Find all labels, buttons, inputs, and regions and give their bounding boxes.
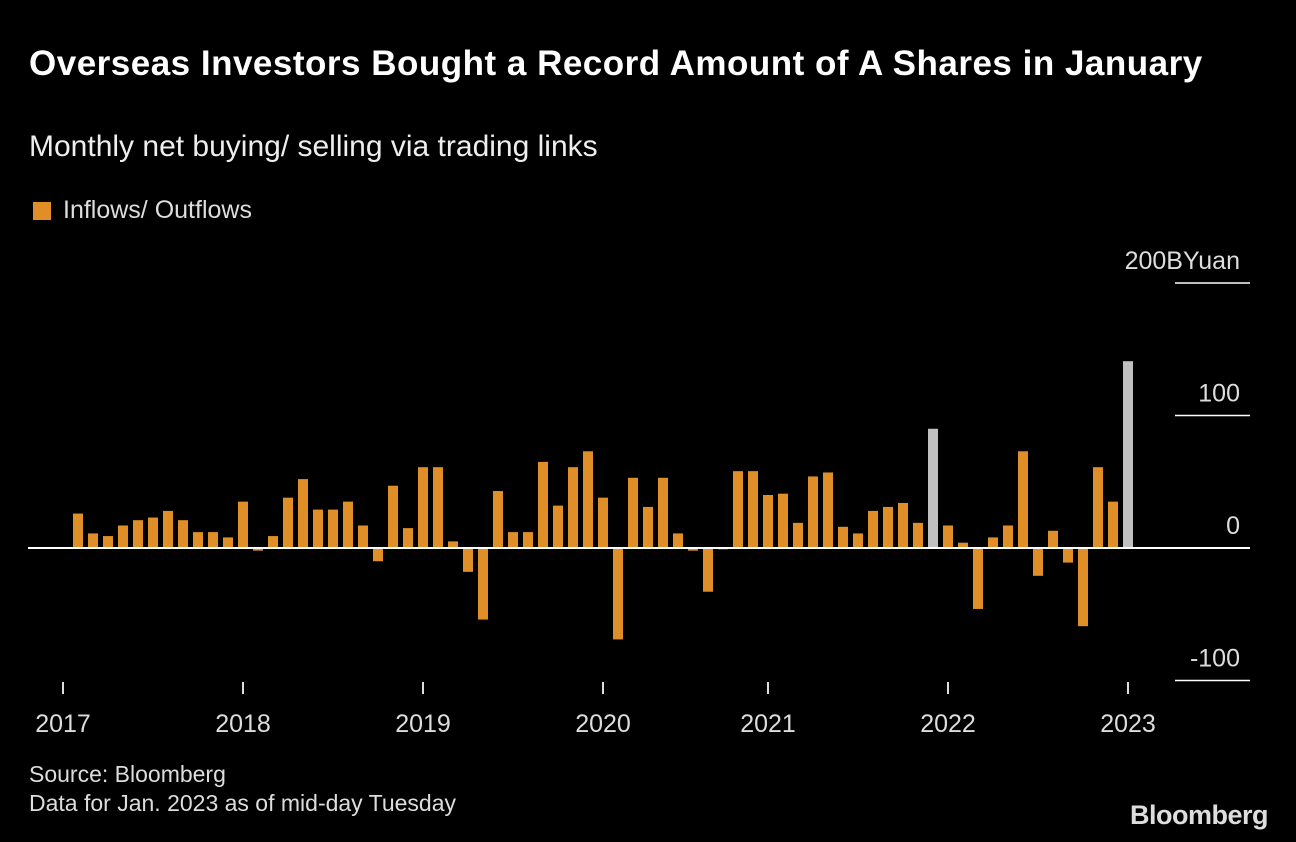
bar — [748, 471, 758, 548]
bar — [133, 520, 143, 548]
bar — [1108, 501, 1118, 548]
y-tick-label: 100 — [1198, 380, 1240, 408]
source-text: Source: Bloomberg — [29, 761, 226, 787]
y-tick-label: 0 — [1226, 512, 1240, 540]
y-tick-label: 200BYuan — [1125, 247, 1240, 275]
y-tick-label: -100 — [1190, 645, 1240, 673]
bar — [673, 533, 683, 548]
bar — [1003, 525, 1013, 548]
bar — [1033, 548, 1043, 576]
bar — [313, 509, 323, 548]
bar — [478, 548, 488, 620]
bar — [508, 532, 518, 548]
bar — [118, 525, 128, 548]
bar — [433, 467, 443, 548]
bar — [418, 467, 428, 548]
bar — [1078, 548, 1088, 627]
bar — [238, 501, 248, 548]
highlighted-bar — [1123, 361, 1133, 548]
bar — [628, 477, 638, 548]
bar — [883, 506, 893, 548]
chart-subtitle: Monthly net buying/ selling via trading … — [29, 130, 598, 163]
bar — [343, 501, 353, 548]
bar — [598, 497, 608, 548]
bar — [703, 548, 713, 592]
legend-swatch — [33, 201, 51, 220]
bar — [643, 506, 653, 548]
bar — [733, 471, 743, 548]
bar — [763, 495, 773, 548]
x-tick-label: 2022 — [920, 710, 976, 738]
bar — [403, 528, 413, 548]
note-text: Data for Jan. 2023 as of mid-day Tuesday — [29, 790, 457, 816]
bar — [493, 491, 503, 548]
legend: Inflows/ Outflows — [33, 196, 252, 225]
bar — [868, 510, 878, 548]
bar — [583, 451, 593, 548]
x-tick-label: 2021 — [740, 710, 796, 738]
x-tick-label: 2018 — [215, 710, 271, 738]
bar — [823, 472, 833, 548]
bar — [1093, 467, 1103, 548]
bar — [523, 532, 533, 548]
bar — [298, 479, 308, 548]
bar — [973, 548, 983, 609]
bar — [1063, 548, 1073, 563]
bar — [88, 533, 98, 548]
bar — [328, 509, 338, 548]
bar — [208, 532, 218, 548]
bar — [808, 476, 818, 548]
bar — [793, 522, 803, 548]
bar — [988, 537, 998, 548]
x-tick-label: 2017 — [35, 710, 91, 738]
bar — [268, 536, 278, 548]
bar — [1048, 530, 1058, 548]
bar — [778, 493, 788, 548]
highlighted-bar — [928, 428, 938, 548]
bar — [163, 510, 173, 548]
legend-label: Inflows/ Outflows — [63, 196, 252, 224]
bar — [613, 548, 623, 640]
bar — [388, 485, 398, 548]
bar — [148, 517, 158, 548]
bar — [688, 548, 698, 551]
bar — [178, 520, 188, 548]
bar — [553, 505, 563, 548]
bar — [373, 548, 383, 562]
x-tick-label: 2023 — [1100, 710, 1156, 738]
bar — [73, 513, 83, 548]
x-tick-label: 2019 — [395, 710, 451, 738]
bar — [103, 536, 113, 548]
bar — [463, 548, 473, 572]
bar — [253, 548, 263, 551]
chart-title: Overseas Investors Bought a Record Amoun… — [29, 44, 1203, 83]
bar — [538, 461, 548, 548]
bar — [958, 542, 968, 548]
x-tick-label: 2020 — [575, 710, 631, 738]
bar — [568, 467, 578, 548]
bar — [448, 541, 458, 548]
bar — [658, 477, 668, 548]
bar — [898, 502, 908, 548]
bar — [193, 532, 203, 548]
bar — [283, 497, 293, 548]
bar — [913, 522, 923, 548]
bar — [853, 533, 863, 548]
bar — [838, 526, 848, 548]
bar — [1018, 451, 1028, 548]
bloomberg-logo: Bloomberg — [1129, 800, 1269, 830]
bar — [943, 525, 953, 548]
bar — [223, 537, 233, 548]
bar — [358, 525, 368, 548]
